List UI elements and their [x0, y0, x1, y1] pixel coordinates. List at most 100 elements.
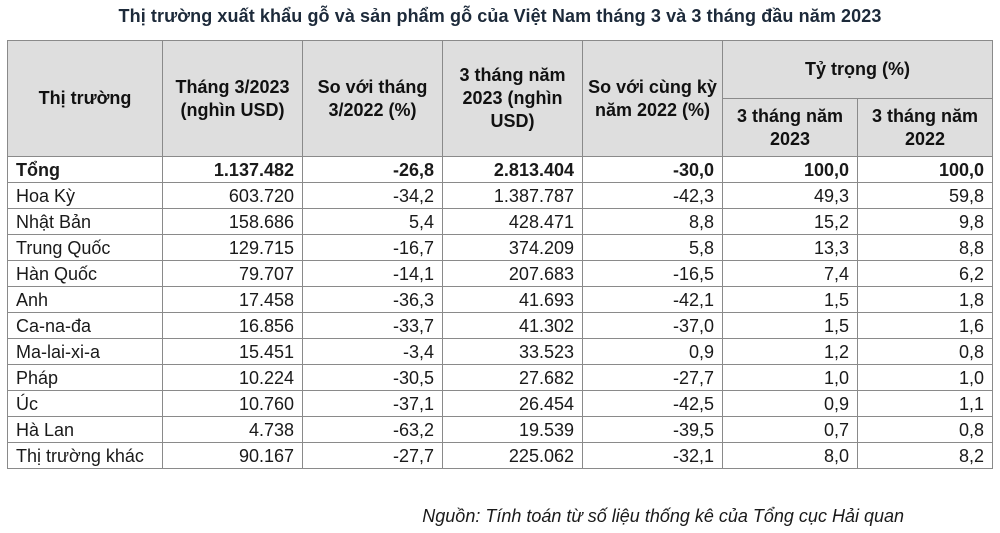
cell-mar2023: 158.686 [162, 208, 303, 235]
cell-share-2023: 0,7 [722, 416, 858, 443]
header-market: Thị trường [7, 40, 163, 157]
cell-vs-mar2022: -33,7 [302, 312, 443, 339]
cell-share-2022: 1,0 [857, 364, 993, 391]
cell-q1-2023: 41.302 [442, 312, 583, 339]
cell-share-2022: 0,8 [857, 338, 993, 365]
cell-vs-same-period: 8,8 [582, 208, 723, 235]
cell-vs-mar2022: 5,4 [302, 208, 443, 235]
cell-market: Ma-lai-xi-a [7, 338, 163, 365]
cell-market: Ca-na-đa [7, 312, 163, 339]
header-vs-mar2022: So với tháng 3/2022 (%) [302, 40, 443, 157]
cell-mar2023: 17.458 [162, 286, 303, 313]
cell-q1-2023: 19.539 [442, 416, 583, 443]
header-share-group: Tỷ trọng (%) [722, 40, 993, 99]
cell-share-2022: 100,0 [857, 156, 993, 183]
table-title: Thị trường xuất khẩu gỗ và sản phẩm gỗ c… [118, 6, 882, 26]
table-row: Úc 10.760 -37,1 26.454 -42,5 0,9 1,1 [7, 390, 993, 417]
cell-vs-same-period: -42,3 [582, 182, 723, 209]
cell-market: Hà Lan [7, 416, 163, 443]
cell-vs-same-period: -42,1 [582, 286, 723, 313]
cell-vs-same-period: -42,5 [582, 390, 723, 417]
cell-share-2023: 8,0 [722, 442, 858, 469]
cell-share-2023: 1,5 [722, 286, 858, 313]
cell-vs-mar2022: -26,8 [302, 156, 443, 183]
cell-share-2022: 0,8 [857, 416, 993, 443]
cell-share-2022: 9,8 [857, 208, 993, 235]
cell-q1-2023: 207.683 [442, 260, 583, 287]
table-row: Pháp 10.224 -30,5 27.682 -27,7 1,0 1,0 [7, 364, 993, 391]
cell-q1-2023: 26.454 [442, 390, 583, 417]
header-q1-2023: 3 tháng năm 2023 (nghìn USD) [442, 40, 583, 157]
cell-vs-mar2022: -36,3 [302, 286, 443, 313]
cell-mar2023: 4.738 [162, 416, 303, 443]
cell-share-2023: 1,2 [722, 338, 858, 365]
cell-vs-same-period: -16,5 [582, 260, 723, 287]
header-mar2023: Tháng 3/2023 (nghìn USD) [162, 40, 303, 157]
cell-q1-2023: 41.693 [442, 286, 583, 313]
table-row-total: Tổng 1.137.482 -26,8 2.813.404 -30,0 100… [7, 156, 993, 183]
cell-market: Hàn Quốc [7, 260, 163, 287]
cell-vs-mar2022: -37,1 [302, 390, 443, 417]
cell-mar2023: 129.715 [162, 234, 303, 261]
cell-vs-same-period: -32,1 [582, 442, 723, 469]
cell-share-2023: 1,0 [722, 364, 858, 391]
cell-mar2023: 10.760 [162, 390, 303, 417]
cell-q1-2023: 225.062 [442, 442, 583, 469]
cell-share-2023: 0,9 [722, 390, 858, 417]
cell-share-2022: 59,8 [857, 182, 993, 209]
cell-share-2023: 7,4 [722, 260, 858, 287]
table-row: Hoa Kỳ 603.720 -34,2 1.387.787 -42,3 49,3 59,8 [7, 182, 993, 209]
cell-share-2022: 8,2 [857, 442, 993, 469]
cell-share-2022: 1,6 [857, 312, 993, 339]
cell-mar2023: 15.451 [162, 338, 303, 365]
table-row: Thị trường khác 90.167 -27,7 225.062 -32,1 8,… [7, 442, 993, 469]
cell-market: Anh [7, 286, 163, 313]
cell-share-2023: 13,3 [722, 234, 858, 261]
source-note: Nguồn: Tính toán từ số liệu thống kê của… [422, 506, 904, 526]
cell-q1-2023: 428.471 [442, 208, 583, 235]
cell-vs-mar2022: -16,7 [302, 234, 443, 261]
header-share-2022: 3 tháng năm 2022 [857, 98, 993, 157]
cell-vs-mar2022: -30,5 [302, 364, 443, 391]
cell-mar2023: 16.856 [162, 312, 303, 339]
table-row: Hàn Quốc 79.707 -14,1 207.683 -16,5 7,4 6,2 [7, 260, 993, 287]
table-row: Ma-lai-xi-a 15.451 -3,4 33.523 0,9 1,2 0,8 [7, 338, 993, 365]
cell-mar2023: 10.224 [162, 364, 303, 391]
cell-vs-mar2022: -3,4 [302, 338, 443, 365]
cell-q1-2023: 1.387.787 [442, 182, 583, 209]
cell-mar2023: 603.720 [162, 182, 303, 209]
cell-mar2023: 90.167 [162, 442, 303, 469]
cell-share-2022: 8,8 [857, 234, 993, 261]
table-row: Trung Quốc 129.715 -16,7 374.209 5,8 13,3 8,8 [7, 234, 993, 261]
cell-vs-same-period: -27,7 [582, 364, 723, 391]
header-share-2023: 3 tháng năm 2023 [722, 98, 858, 157]
cell-q1-2023: 27.682 [442, 364, 583, 391]
cell-share-2022: 1,1 [857, 390, 993, 417]
cell-share-2023: 1,5 [722, 312, 858, 339]
cell-q1-2023: 33.523 [442, 338, 583, 365]
cell-q1-2023: 374.209 [442, 234, 583, 261]
cell-market: Tổng [7, 156, 163, 183]
cell-share-2023: 49,3 [722, 182, 858, 209]
cell-vs-mar2022: -63,2 [302, 416, 443, 443]
cell-share-2022: 1,8 [857, 286, 993, 313]
cell-vs-mar2022: -27,7 [302, 442, 443, 469]
cell-vs-same-period: -39,5 [582, 416, 723, 443]
cell-market: Pháp [7, 364, 163, 391]
cell-mar2023: 79.707 [162, 260, 303, 287]
cell-market: Úc [7, 390, 163, 417]
cell-share-2023: 100,0 [722, 156, 858, 183]
cell-vs-same-period: 0,9 [582, 338, 723, 365]
cell-vs-mar2022: -14,1 [302, 260, 443, 287]
cell-vs-same-period: 5,8 [582, 234, 723, 261]
cell-share-2023: 15,2 [722, 208, 858, 235]
cell-market: Trung Quốc [7, 234, 163, 261]
table-row: Ca-na-đa 16.856 -33,7 41.302 -37,0 1,5 1,6 [7, 312, 993, 339]
cell-market: Thị trường khác [7, 442, 163, 469]
table-row: Anh 17.458 -36,3 41.693 -42,1 1,5 1,8 [7, 286, 993, 313]
cell-vs-mar2022: -34,2 [302, 182, 443, 209]
cell-share-2022: 6,2 [857, 260, 993, 287]
cell-market: Hoa Kỳ [7, 182, 163, 209]
cell-q1-2023: 2.813.404 [442, 156, 583, 183]
table-row: Nhật Bản 158.686 5,4 428.471 8,8 15,2 9,8 [7, 208, 993, 235]
